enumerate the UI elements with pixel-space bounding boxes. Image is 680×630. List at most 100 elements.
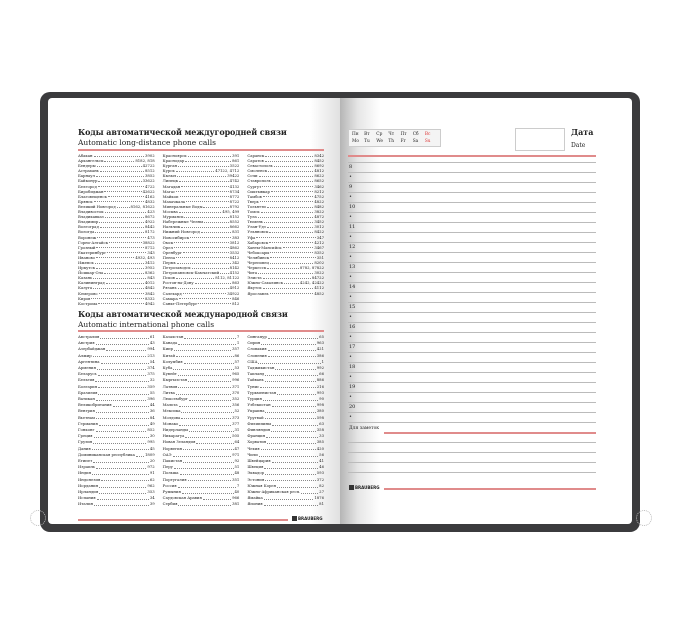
code-entry: Иваново 4932, 493 bbox=[78, 255, 155, 260]
weekday-en[interactable]: Fr bbox=[400, 139, 406, 144]
code-entry: Индонезия 62 bbox=[78, 477, 155, 483]
weekday-ru[interactable]: Вс bbox=[424, 132, 431, 137]
dot-leader bbox=[270, 255, 316, 259]
dial-code: 8142 bbox=[229, 265, 240, 271]
dot-leader bbox=[93, 433, 149, 438]
dial-code: 351 bbox=[316, 254, 325, 260]
location-name: Южная Корея bbox=[247, 482, 277, 488]
location-name: Кострома bbox=[78, 300, 98, 306]
weekday-ru[interactable]: Ср bbox=[376, 132, 383, 137]
code-entry: Орел 4862 bbox=[163, 245, 240, 250]
location-name: Сербия bbox=[162, 501, 178, 507]
location-name: Азербайджан bbox=[78, 346, 106, 352]
code-entry: Сирия 963 bbox=[247, 340, 324, 346]
code-entry: Нижний Новгород 831 bbox=[163, 229, 240, 234]
stitch-decoration bbox=[636, 510, 652, 526]
code-entry: Таджикистан 992 bbox=[247, 365, 324, 371]
schedule-line bbox=[348, 292, 596, 293]
location-name: Италия bbox=[78, 501, 94, 507]
dot-leader bbox=[179, 194, 229, 198]
weekday-ru[interactable]: Чт bbox=[388, 132, 395, 137]
dial-code: 374 bbox=[147, 365, 155, 371]
schedule-line bbox=[348, 392, 596, 393]
dial-code: 381 bbox=[232, 501, 240, 507]
dial-code: 1809 bbox=[145, 451, 155, 457]
location-name: Саратов bbox=[247, 158, 264, 164]
notes-line bbox=[348, 472, 596, 473]
location-name: Индонезия bbox=[78, 476, 101, 482]
dial-code: 993 bbox=[316, 389, 325, 395]
weekday-en[interactable]: Su bbox=[424, 139, 431, 144]
dot-leader bbox=[104, 158, 135, 162]
code-entry: Болгария 359 bbox=[78, 384, 155, 390]
dial-code: 4822 bbox=[314, 198, 325, 204]
dot-leader bbox=[93, 439, 147, 445]
schedule-line bbox=[348, 342, 596, 343]
half-hour-marker: • bbox=[349, 234, 352, 240]
dial-code: 8412 bbox=[229, 254, 240, 260]
weekday-ru[interactable]: Пт bbox=[400, 132, 407, 137]
code-entry: Ростов-на-Дону 863 bbox=[163, 280, 240, 285]
dial-code: 54 bbox=[149, 358, 155, 364]
dial-code: 992 bbox=[316, 365, 325, 371]
location-name: Петрозаводск bbox=[162, 265, 191, 271]
location-name: Улан-Удэ bbox=[247, 224, 266, 230]
code-entry: Вологда 8172 bbox=[78, 229, 155, 234]
weekday-en[interactable]: Tu bbox=[364, 139, 370, 144]
location-name: Барнаул bbox=[78, 173, 95, 179]
weekday-en[interactable]: Sa bbox=[412, 139, 419, 144]
dot-leader bbox=[260, 384, 316, 389]
location-name: Тула bbox=[247, 214, 257, 220]
dial-code: 33622 bbox=[142, 178, 155, 184]
schedule-line bbox=[348, 272, 596, 273]
weekday-ru[interactable]: Пн bbox=[352, 132, 359, 137]
code-column: Красноярск 391 Краснодар 861 Курган 3522 Курск… bbox=[163, 153, 240, 306]
code-entry: Ставрополь 8652 bbox=[247, 178, 324, 183]
code-entry: Магас 8734 bbox=[163, 189, 240, 194]
location-name: Колумбия bbox=[162, 358, 183, 364]
location-name: Китай bbox=[162, 352, 176, 358]
code-entry: Чебоксары 8352 bbox=[247, 250, 324, 255]
dial-code: 4112 bbox=[314, 285, 325, 291]
location-name: Ижевск bbox=[78, 259, 94, 265]
weekday-ru[interactable]: Сб bbox=[412, 132, 419, 137]
dial-code: 44 bbox=[149, 402, 155, 408]
weekday-en[interactable]: We bbox=[376, 139, 383, 144]
notes-line bbox=[348, 452, 596, 453]
dot-leader bbox=[95, 265, 144, 269]
location-name: Таджикистан bbox=[247, 365, 275, 371]
code-entry: Южно-Африканская респ. 27 bbox=[247, 489, 324, 495]
location-name: Кемерово bbox=[78, 290, 98, 296]
code-entry: Белгород 4722 bbox=[78, 184, 155, 189]
dial-code: 3022 bbox=[314, 270, 325, 276]
code-entry: Иркутск 3952 bbox=[78, 265, 155, 270]
weekday-en[interactable]: Th bbox=[388, 139, 395, 144]
dial-code: 357 bbox=[232, 346, 240, 352]
hour-label: 17 bbox=[349, 344, 356, 350]
dot-leader bbox=[220, 270, 229, 274]
dot-leader bbox=[96, 245, 144, 249]
schedule-line bbox=[348, 222, 596, 223]
location-name: Магадан bbox=[162, 183, 181, 189]
location-name: Франция bbox=[247, 433, 266, 439]
dot-leader bbox=[186, 199, 229, 203]
dot-leader bbox=[262, 396, 319, 401]
hour-label: 19 bbox=[349, 384, 356, 390]
location-name: Магас bbox=[162, 188, 176, 194]
location-name: Астрахань bbox=[78, 168, 99, 174]
weekday-ru[interactable]: Вт bbox=[364, 132, 370, 137]
dot-leader bbox=[135, 452, 144, 457]
code-entry: Перу 51 bbox=[163, 464, 240, 470]
code-column: Сингапур 65 Сирия 963 Словакия 421 Словения 386… bbox=[247, 334, 324, 508]
divider bbox=[78, 149, 324, 151]
dot-leader bbox=[105, 280, 144, 284]
dial-code: 593 bbox=[316, 470, 325, 476]
location-name: Аргентина bbox=[78, 358, 100, 364]
divider bbox=[348, 155, 596, 157]
dial-code: 39 bbox=[149, 501, 155, 507]
code-entry: Ханты-Мансийск 3467 bbox=[247, 245, 324, 250]
dot-leader bbox=[267, 334, 319, 339]
location-name: Липецк bbox=[162, 178, 178, 184]
dial-code: 385 bbox=[316, 439, 325, 445]
weekday-en[interactable]: Mo bbox=[352, 139, 359, 144]
